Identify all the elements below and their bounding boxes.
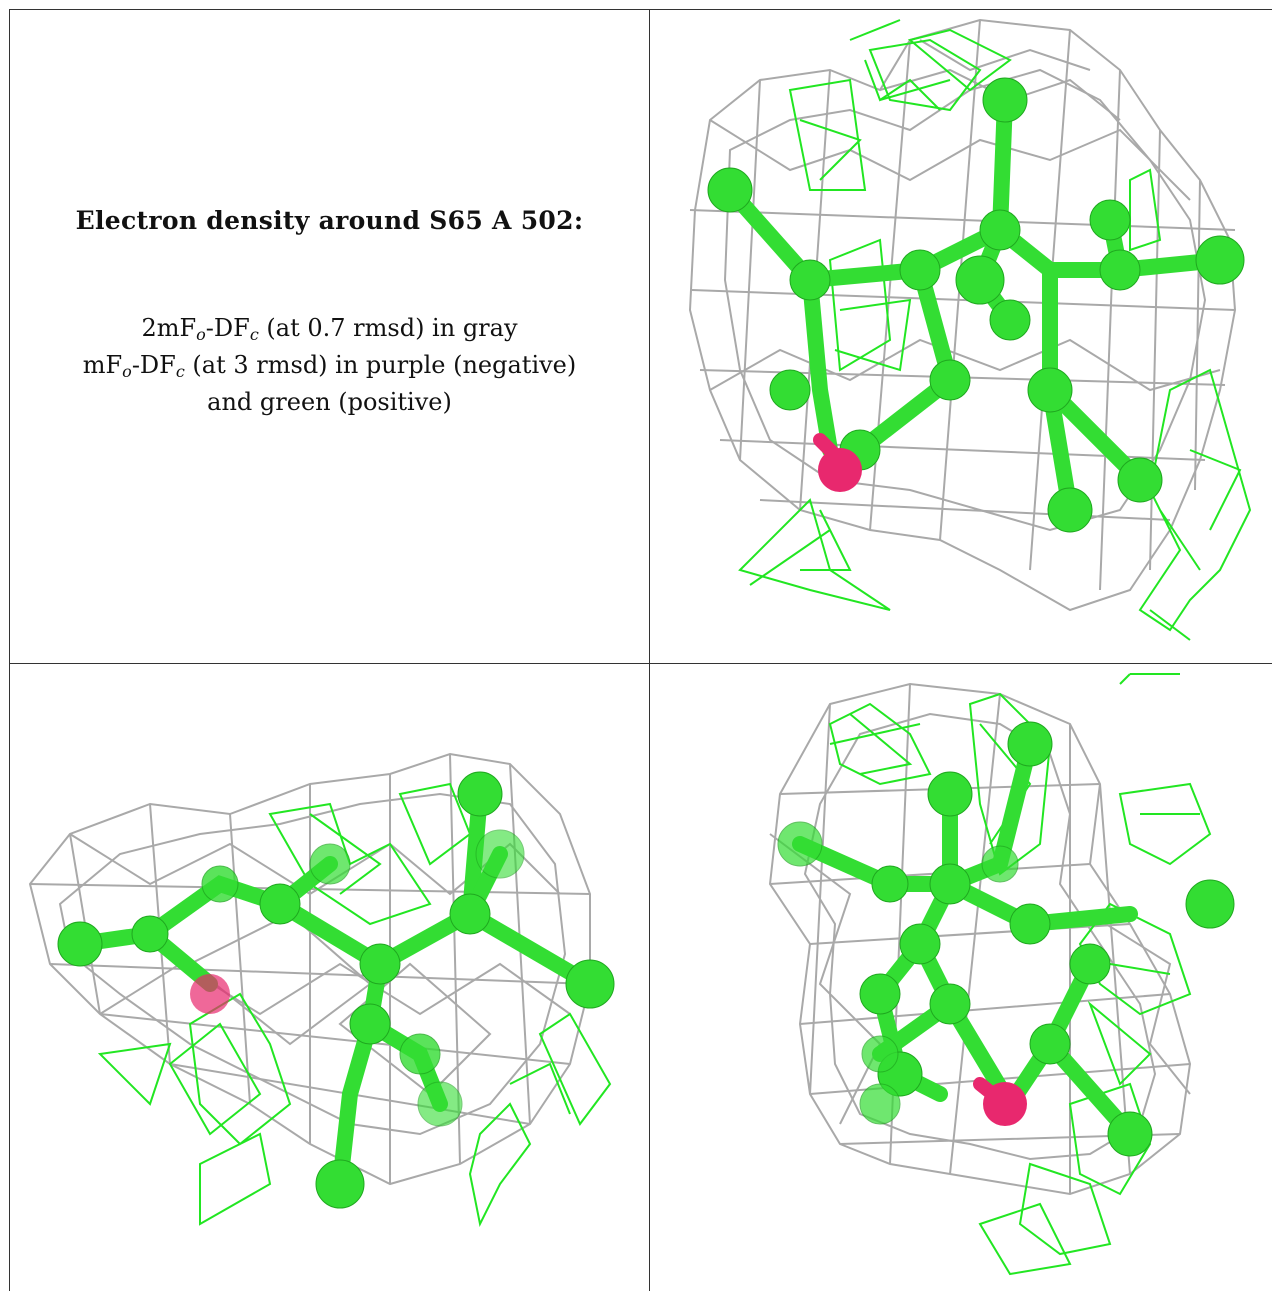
oxygen-atom	[190, 974, 230, 1014]
density-view-2	[10, 664, 649, 1291]
gray-density-mesh	[28, 752, 591, 1186]
density-view-3	[650, 664, 1272, 1291]
caption-panel: Electron density around S65 A 502: 2mFo-…	[10, 10, 649, 663]
caption-legend: 2mFo-DFc (at 0.7 rmsd) in gray mFo-DFc (…	[83, 313, 577, 417]
carbon-atoms	[777, 721, 1235, 1157]
figure-grid: Electron density around S65 A 502: 2mFo-…	[9, 9, 1272, 1291]
gray-density-mesh	[688, 18, 1237, 612]
green-difference-mesh	[828, 673, 1212, 1276]
oxygen-atom	[973, 1077, 1027, 1126]
grid-border-left	[9, 9, 10, 1291]
caption-title: Electron density around S65 A 502:	[75, 206, 584, 235]
grid-divider-vertical	[649, 9, 650, 1291]
green-difference-mesh	[97, 782, 612, 1228]
legend-line-gray: 2mFo-DFc (at 0.7 rmsd) in gray	[141, 314, 518, 344]
green-difference-mesh	[738, 19, 1252, 641]
grid-border-top	[9, 9, 1272, 10]
grid-divider-horizontal	[9, 663, 1272, 664]
oxygen-atom	[813, 433, 862, 492]
legend-line-difference: mFo-DFc (at 3 rmsd) in purple (negative)	[82, 351, 577, 381]
density-view-1	[650, 10, 1272, 663]
legend-line-positive: and green (positive)	[207, 388, 452, 416]
carbon-atoms	[707, 77, 1245, 533]
carbon-atoms	[57, 771, 615, 1209]
